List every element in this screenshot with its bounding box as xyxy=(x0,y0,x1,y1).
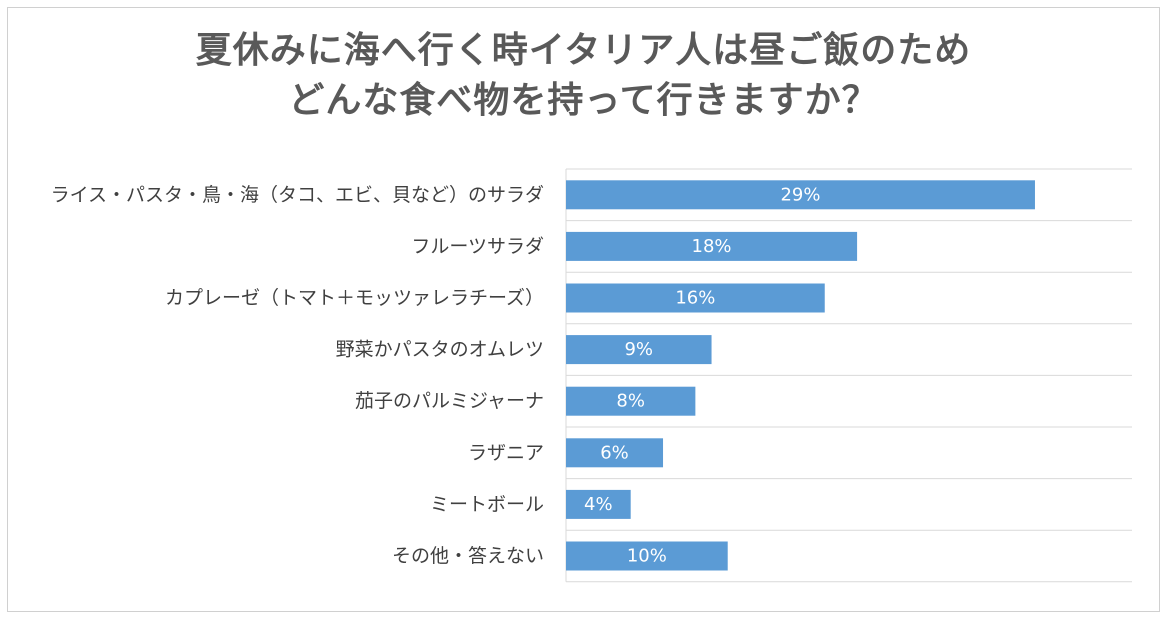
chart-frame xyxy=(7,7,1160,612)
data-label-3: 16% xyxy=(675,288,715,309)
bars xyxy=(566,180,1035,571)
bar-2 xyxy=(566,231,858,261)
bar-4 xyxy=(566,335,712,365)
data-labels: 29% 18% 16% 9% 8% 6% 4% 10% xyxy=(584,184,820,566)
data-label-7: 4% xyxy=(584,494,613,515)
category-label-5: 茄子のパルミジャーナ xyxy=(355,390,544,412)
category-label-2: フルーツサラダ xyxy=(411,235,544,257)
data-label-6: 6% xyxy=(600,442,629,463)
bar-3 xyxy=(566,283,825,313)
chart-title: 夏休みに海へ行く時イタリア人は昼ご飯のため どんな食べ物を持って行きますか？ xyxy=(0,26,1167,126)
category-label-1: ライス・パスタ・鳥・海（タコ、エビ、貝など）のサラダ xyxy=(51,184,544,206)
chart-title-line-1: 夏休みに海へ行く時イタリア人は昼ご飯のため xyxy=(195,30,972,71)
category-label-4: 野菜かパスタのオムレツ xyxy=(336,339,544,361)
bar-5 xyxy=(566,386,696,416)
bar-1 xyxy=(566,180,1035,210)
data-label-8: 10% xyxy=(627,546,667,567)
category-label-3: カプレーゼ（トマト＋モッツァレラチーズ） xyxy=(165,287,544,309)
data-label-4: 9% xyxy=(624,339,653,360)
chart-title-line-2: どんな食べ物を持って行きますか？ xyxy=(288,80,879,121)
category-labels: ライス・パスタ・鳥・海（タコ、エビ、貝など）のサラダフルーツサラダカプレーゼ（ト… xyxy=(51,184,544,567)
category-label-7: ミートボール xyxy=(430,493,544,515)
gridlines xyxy=(565,168,1132,583)
bar-8 xyxy=(566,541,728,571)
data-label-1: 29% xyxy=(780,184,820,205)
category-label-8: その他・答えない xyxy=(392,545,544,567)
category-label-6: ラザニア xyxy=(468,442,544,464)
data-label-5: 8% xyxy=(616,391,645,412)
data-label-2: 18% xyxy=(692,236,732,257)
bar-6 xyxy=(566,438,664,468)
bar-7 xyxy=(566,489,631,519)
